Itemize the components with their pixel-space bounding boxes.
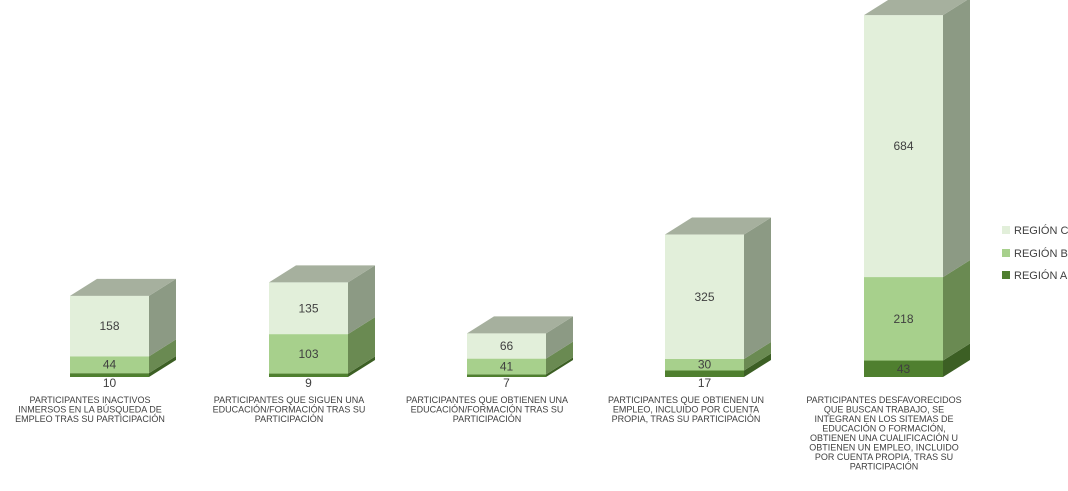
bar-segment [467,374,546,377]
data-label: 158 [99,319,119,333]
category-label-line: PARTICIPANTES QUE SIGUEN UNA [214,395,365,405]
bar-segment-side [943,260,970,361]
bar-top-face [70,278,176,296]
category-label-line: EDUCACIÓN O FORMACIÓN, [822,424,946,434]
bar-segment-side [149,339,176,374]
bar-segment [269,282,348,335]
data-label: 218 [893,312,913,326]
bar-stack: 43 218 684 [864,0,970,377]
bar-stack: 9 103 135 [269,265,375,390]
bar-segment [269,334,348,374]
bar-top-face [864,0,968,16]
bar-segment-side [744,342,771,371]
bar-segment-side [348,356,375,377]
data-label: 66 [500,339,514,353]
bar-top-face [269,265,375,283]
bar-segment-side [943,343,970,377]
bar-segment [70,356,149,374]
category-label: PARTICIPANTES QUE OBTIENEN UN EMPLEO, INC… [608,395,764,424]
category-label-line: PARTICIPACIÓN [453,414,522,424]
category-label-line: PARTICIPANTES QUE OBTIENEN UN [608,395,764,405]
bar-top-face [665,217,771,235]
bar-segment [864,360,943,377]
data-label: 44 [103,358,117,372]
data-label: 325 [694,290,714,304]
legend-swatch [1002,249,1010,257]
bar-segment-side [546,316,573,359]
legend-item: REGIÓN B [1002,247,1068,260]
bar-segment [665,370,744,377]
bar-segment [864,277,943,361]
bar-segment [864,15,943,278]
category-label-line: INTEGRAN EN LOS SITEMAS DE [814,414,953,424]
category-label-line: PARTICIPACIÓN [255,414,324,424]
bar-stack: 17 30 325 [665,217,771,390]
legend-label: REGIÓN A [1014,269,1068,282]
category-label-line: PROPIA, TRAS SU PARTICIPACIÓN [612,414,761,424]
bar-segment-side [348,317,375,374]
category-label-line: PARTICIPANTES DESFAVORECIDOS [806,395,961,405]
legend: REGIÓN C REGIÓN B REGIÓN A [1002,224,1068,282]
bar-segment-side [348,265,375,335]
bar-top-face [467,316,573,334]
category-label-line: EDUCACIÓN/FORMACIÓN TRAS SU [213,405,366,415]
category-label-line: QUE BUSCAN TRABAJO, SE [824,405,944,415]
bar-segment-side [744,353,771,377]
bar-segment [665,359,744,371]
bar-segment [269,373,348,377]
bar-segment-side [943,0,970,278]
bar-segment-side [744,217,771,360]
legend-label: REGIÓN C [1014,224,1068,237]
category-label: PARTICIPANTES DESFAVORECIDOS QUE BUSCAN T… [806,395,961,472]
category-label-line: EMPLEO TRAS SU PARTICIPACIÓN [15,414,165,424]
category-label-line: PARTICIPACIÓN [850,462,919,472]
data-label: 17 [698,376,712,390]
bar-stack: 10 44 158 [70,278,176,390]
category-label-line: OBTIENEN UNA CUALIFICACIÓN U [810,433,958,443]
bar-segment-side [149,278,176,357]
data-label: 41 [500,359,514,373]
bar-segment [70,295,149,357]
category-label-line: POR CUENTA PROPIA, TRAS SU [815,452,953,462]
bar-segment-side [149,356,176,377]
category-label-line: PARTICIPANTES QUE OBTIENEN UNA [406,395,568,405]
category-label-line: EMPLEO, INCLUIDO POR CUENTA [613,405,759,415]
bar-segment [70,373,149,377]
data-label: 30 [698,358,712,372]
bar-segment [467,358,546,375]
legend-item: REGIÓN A [1002,269,1068,282]
data-label: 103 [298,347,318,361]
data-label: 43 [897,362,911,376]
category-label: PARTICIPANTES QUE SIGUEN UNA EDUCACIÓN/FO… [213,395,366,424]
data-label: 9 [305,376,312,390]
bar-stack: 7 41 66 [467,316,573,390]
category-label-line: EDUCACIÓN/FORMACIÓN TRAS SU [411,405,564,415]
legend-item: REGIÓN C [1002,224,1068,237]
category-label: PARTICIPANTES QUE OBTIENEN UNA EDUCACIÓN/… [406,395,568,424]
data-label: 10 [103,376,117,390]
data-label: 7 [503,376,510,390]
bar-segment-side [546,357,573,377]
legend-swatch [1002,271,1010,279]
data-label: 135 [298,301,318,315]
category-label-line: PARTICIPANTES INACTIVOS [29,395,150,405]
bar-segment-side [546,341,573,375]
category-label-line: INMERSOS EN LA BÚSQUEDA DE [18,405,162,415]
category-label: PARTICIPANTES INACTIVOS INMERSOS EN LA BÚ… [15,395,165,424]
bar-segment [467,333,546,359]
data-label: 684 [893,139,913,153]
category-label-line: OBTIENEN UN EMPLEO, INCLUIDO [809,443,959,453]
legend-label: REGIÓN B [1014,247,1068,260]
bar-segment [665,234,744,360]
legend-swatch [1002,226,1010,234]
